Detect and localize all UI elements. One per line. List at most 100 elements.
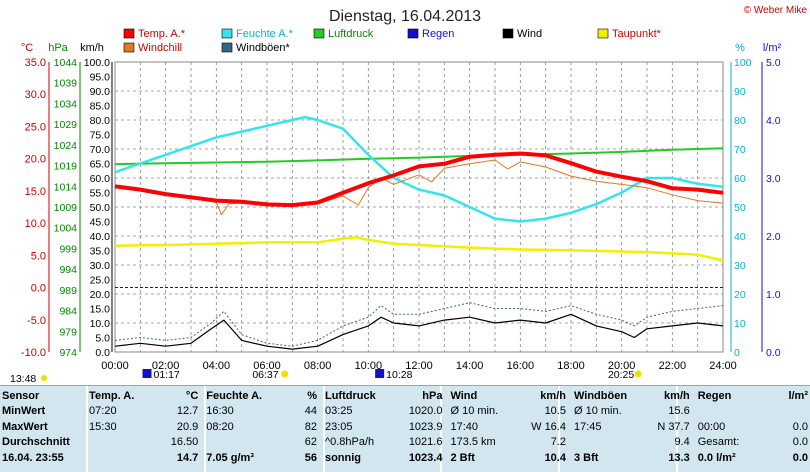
tick-label-temp: 30.0 [25, 89, 46, 101]
stats-cell: 44 [304, 405, 317, 418]
stats-cell: W 16.4 [531, 420, 566, 433]
tick-label-wind: 85.0 [90, 101, 111, 113]
stats-separator [676, 386, 678, 472]
tick-label-humidity: 100 [734, 57, 752, 69]
tick-label-wind: 45.0 [90, 217, 111, 229]
axis-unit-humidity: % [735, 42, 745, 54]
tick-label-humidity: 20 [734, 289, 746, 301]
stats-cell: 1023.9 [408, 420, 443, 433]
tick-label-pressure: 1034 [54, 98, 78, 110]
tick-label-wind: 60.0 [90, 173, 111, 185]
stats-cell [758, 404, 810, 420]
stats-cell: Ø 10 min. [573, 405, 622, 418]
stats-cell: Wind [450, 389, 478, 402]
stats-cell: Luftdruck [324, 389, 376, 402]
stats-cell: Sensor [2, 389, 40, 402]
series-line-pressure [114, 147, 724, 166]
tick-label-x: 12:00 [405, 360, 433, 372]
stats-cell: 1023.4 [408, 451, 443, 464]
legend-label: Windböen* [236, 42, 291, 54]
stats-cell [692, 404, 759, 420]
tick-label-humidity: 0 [734, 347, 740, 359]
stats-cell: 08:20 [206, 420, 234, 433]
tick-label-x: 14:00 [456, 360, 484, 372]
stats-cell: 12.7 [176, 405, 199, 418]
stats-cell: l/m² [788, 389, 808, 402]
sunrise-icon [281, 370, 289, 378]
stats-cell: % [307, 389, 317, 402]
tick-label-wind: 100.0 [84, 57, 110, 69]
tick-label-rain: 5.0 [766, 57, 781, 69]
stats-cell: 20.9 [176, 420, 199, 433]
weather-chart: Dienstag, 16.04.2013 © Weber Mike Temp. A.… [10, 5, 807, 385]
tick-label-wind: 20.0 [90, 289, 111, 301]
legend-label: Feuchte A.* [236, 28, 294, 40]
tick-label-temp: 5.0 [31, 250, 46, 262]
tick-label-pressure: 1009 [54, 202, 78, 214]
tick-label-pressure: 989 [59, 285, 77, 297]
tick-label-pressure: 979 [59, 326, 77, 338]
stats-cell: 0.0 [792, 436, 808, 449]
axis-unit-temp: °C [21, 42, 33, 54]
stats-cell: 0.0 [792, 451, 808, 464]
series-line-wind [114, 313, 724, 350]
stats-cell [83, 450, 148, 466]
tick-label-wind: 70.0 [90, 144, 111, 156]
stats-cell: 15:30 [89, 420, 117, 433]
tick-label-rain: 3.0 [766, 173, 781, 185]
tick-label-pressure: 1004 [54, 223, 78, 235]
stats-cell: Durchschnitt [2, 436, 70, 449]
tick-label-humidity: 40 [734, 231, 746, 243]
legend-label: Luftdruck [328, 28, 374, 40]
legend-label: Regen [422, 28, 454, 40]
tick-label-rain: 2.0 [766, 231, 781, 243]
stats-row: MaxWert 15:30 20.9 08:20 82 23:05 1023.9 17:40 W… [0, 419, 810, 435]
stats-cell: km/h [540, 389, 566, 402]
tick-label-pressure: 994 [59, 264, 77, 276]
stats-cell: 1020.0 [408, 405, 443, 418]
tick-label-pressure: 1044 [54, 57, 78, 69]
stats-cell [83, 435, 148, 451]
legend-swatch [502, 28, 514, 39]
tick-label-wind: 0.0 [95, 347, 110, 359]
stats-cell: Gesamt: [697, 436, 740, 449]
tick-label-x: 22:00 [659, 360, 687, 372]
legend-label: Taupunkt* [612, 28, 662, 40]
stats-cell: 16.50 [170, 436, 199, 449]
series-line-dewpoint [114, 236, 724, 262]
stats-cell: 3 Bft [573, 451, 599, 464]
tick-label-x: 20:00 [608, 360, 636, 372]
tick-label-rain: 4.0 [766, 115, 781, 127]
stats-row: Durchschnitt 16.50 62 ^0.8hPa/h 1021.6 173.5 … [0, 435, 810, 451]
tick-label-x: 08:00 [304, 360, 332, 372]
stats-cell: 62 [304, 436, 317, 449]
series-line-windchill [114, 159, 724, 216]
tick-label-temp: -10.0 [21, 347, 46, 359]
stats-cell: 7.05 g/m³ [206, 451, 254, 464]
tick-label-x: 16:00 [507, 360, 535, 372]
tick-label-wind: 95.0 [90, 72, 111, 84]
stats-cell: Windböen [573, 389, 628, 402]
tick-label-x: 18:00 [557, 360, 585, 372]
stats-cell: Regen [697, 389, 732, 402]
stats-cell: 10.4 [544, 451, 566, 464]
stats-row: 16.04. 23:55 14.7 7.05 g/m³ 56 sonnig 1023.4 2… [0, 450, 810, 466]
stats-cell: Feuchte A. [206, 389, 263, 402]
stats-row: Sensor Temp. A. °C Feuchte A.% Luftdruck hPa W… [0, 388, 810, 404]
tick-label-wind: 90.0 [90, 86, 111, 98]
daylength-text: 13:48 [10, 373, 36, 385]
stats-cell: 15.6 [668, 405, 690, 418]
stats-cell: 17:45 [573, 420, 602, 433]
stats-cell: 17:40 [450, 420, 478, 433]
stats-cell: 16:30 [206, 405, 234, 418]
daylength-icon [41, 375, 47, 381]
tick-label-temp: 25.0 [25, 121, 46, 133]
stats-separator [323, 386, 325, 472]
stats-cell: °C [185, 389, 199, 402]
stats-panel: Sensor Temp. A. °C Feuchte A.% Luftdruck hPa W… [0, 385, 810, 472]
stats-cell: Ø 10 min. [450, 405, 499, 418]
tick-label-rain: 1.0 [766, 289, 781, 301]
tick-label-humidity: 80 [734, 115, 746, 127]
tick-label-wind: 75.0 [90, 130, 111, 142]
tick-label-temp: 15.0 [25, 186, 46, 198]
